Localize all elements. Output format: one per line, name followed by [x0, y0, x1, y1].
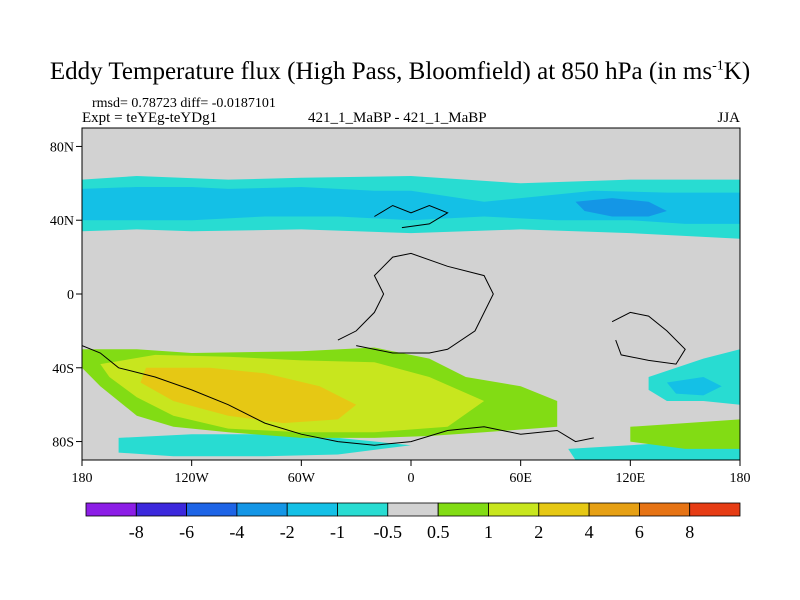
colorbar-swatch — [437, 502, 489, 517]
colorbar-swatch — [337, 502, 389, 517]
contour-region — [666, 377, 722, 396]
y-tick-label: 40N — [50, 214, 74, 229]
y-tick-label: 40S — [52, 362, 74, 377]
map-axes: 180 120W 60W 0 60E 120E 180 80N 40N 0 40S 80S — [50, 140, 751, 486]
colorbar-label: 1 — [484, 522, 493, 542]
contour-fills — [82, 176, 740, 460]
contour-region — [630, 419, 740, 449]
coastline-south — [82, 345, 594, 446]
colorbar-swatch — [689, 502, 741, 517]
colorbar-swatch — [588, 502, 640, 517]
colorbar: -8 -6 -4 -2 -1 -0.5 0.5 1 2 4 6 8 — [85, 502, 741, 542]
colorbar-swatch — [236, 502, 288, 517]
stats-label: rmsd= 0.78723 diff= -0.0187101 — [92, 96, 276, 111]
x-tick-label: 60E — [509, 471, 532, 486]
contour-region — [82, 187, 740, 224]
coastline-australia — [611, 311, 686, 365]
colorbar-swatch — [85, 502, 137, 517]
colorbar-label: -2 — [280, 522, 295, 542]
coastline-africa — [337, 252, 494, 354]
coastlines — [82, 204, 686, 446]
season-label: JJA — [717, 110, 740, 126]
colorbar-label: -8 — [129, 522, 144, 542]
colorbar-label: 4 — [585, 522, 594, 542]
colorbar-swatch — [135, 502, 188, 517]
contour-region — [575, 198, 667, 217]
colorbar-label: 6 — [635, 522, 644, 542]
x-tick-label: 120W — [175, 471, 210, 486]
chart-title: Eddy Temperature flux (High Pass, Bloomf… — [49, 58, 751, 85]
colorbar-swatch — [488, 502, 540, 517]
x-tick-label: 60W — [288, 471, 316, 486]
colorbar-swatch — [186, 502, 238, 517]
colorbar-label: 8 — [685, 522, 694, 542]
y-tick-label: 0 — [67, 288, 74, 303]
y-tick-label: 80S — [52, 436, 74, 451]
run-label: 421_1_MaBP - 421_1_MaBP — [308, 110, 487, 126]
contour-region — [118, 434, 411, 457]
contour-region — [140, 367, 357, 424]
coastline-north — [374, 204, 449, 229]
colorbar-label: 2 — [534, 522, 543, 542]
x-tick-label: 0 — [408, 471, 415, 486]
colorbar-swatch — [639, 502, 691, 517]
colorbar-label: 0.5 — [427, 522, 450, 542]
y-tick-label: 80N — [50, 140, 74, 155]
colorbar-label: -6 — [179, 522, 194, 542]
colorbar-swatch — [286, 502, 338, 517]
colorbar-label: -4 — [229, 522, 244, 542]
x-tick-label: 120E — [616, 471, 646, 486]
colorbar-swatch — [538, 502, 590, 517]
colorbar-label: -0.5 — [374, 522, 403, 542]
x-tick-label: 180 — [72, 471, 93, 486]
colorbar-label: -1 — [330, 522, 345, 542]
contour-region — [648, 349, 740, 405]
expt-label: Expt = teYEg-teYDg1 — [82, 110, 218, 126]
colorbar-swatch — [387, 502, 439, 517]
x-tick-label: 180 — [730, 471, 751, 486]
